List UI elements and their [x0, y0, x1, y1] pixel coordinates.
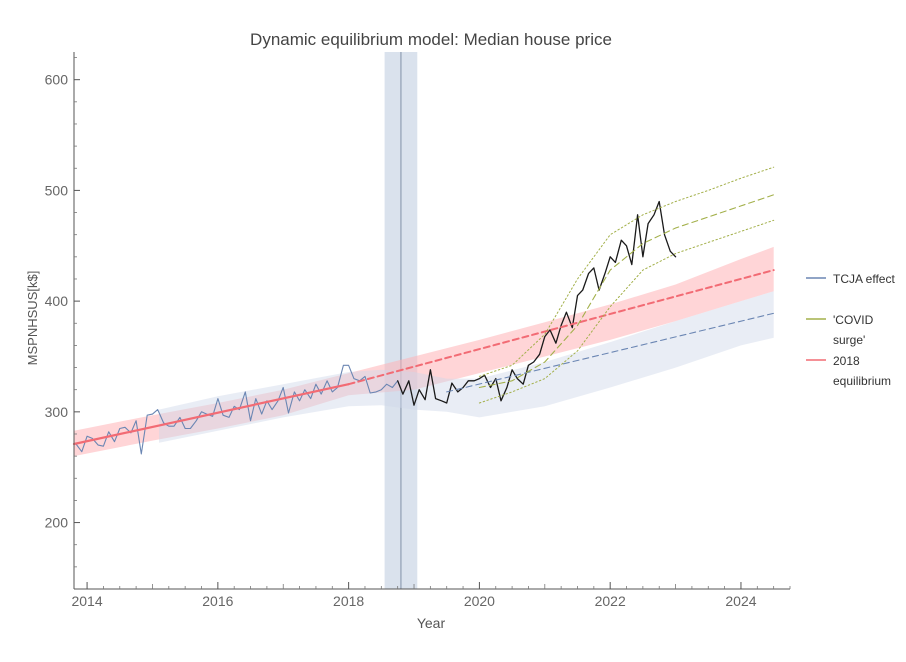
y-tick-label: 600: [45, 72, 69, 88]
x-axis-label: Year: [417, 615, 446, 631]
y-tick-label: 200: [45, 515, 69, 531]
series-eq2018_projection: [347, 269, 775, 386]
y-tick-label: 300: [45, 404, 69, 420]
y-tick-label: 500: [45, 182, 69, 198]
series-covid_upper: [478, 166, 775, 377]
band-tcja_band: [159, 291, 774, 443]
series-covid_center: [478, 194, 775, 389]
legend-label-covid: 'COVID: [833, 313, 874, 327]
plot-area: [72, 52, 775, 589]
series-data_after: [397, 200, 677, 406]
x-tick-label: 2024: [725, 593, 756, 609]
x-tick-label: 2014: [71, 593, 102, 609]
legend: TCJA effect 'COVID surge' 2018 equilibrium: [806, 272, 895, 388]
axes: 200 300 400 500 600 2014 2016 2018 2020 2022 2024: [45, 52, 791, 609]
y-axis-label: MSPNHSUS[k$]: [25, 271, 40, 366]
legend-label-eq2018: equilibrium: [833, 374, 891, 388]
legend-label-covid: surge': [833, 333, 865, 347]
band-eq2018_band: [74, 246, 774, 457]
x-tick-label: 2018: [333, 593, 364, 609]
series-tcja_projection: [446, 312, 775, 393]
x-tick-label: 2022: [595, 593, 626, 609]
y-tick-label: 400: [45, 293, 69, 309]
legend-label-tcja: TCJA effect: [833, 272, 895, 286]
series-eq2018_fit: [72, 383, 350, 446]
legend-label-eq2018: 2018: [833, 354, 860, 368]
chart-title: Dynamic equilibrium model: Median house …: [250, 30, 612, 49]
x-tick-label: 2016: [202, 593, 233, 609]
x-tick-label: 2020: [464, 593, 495, 609]
series-covid_lower: [478, 219, 775, 404]
